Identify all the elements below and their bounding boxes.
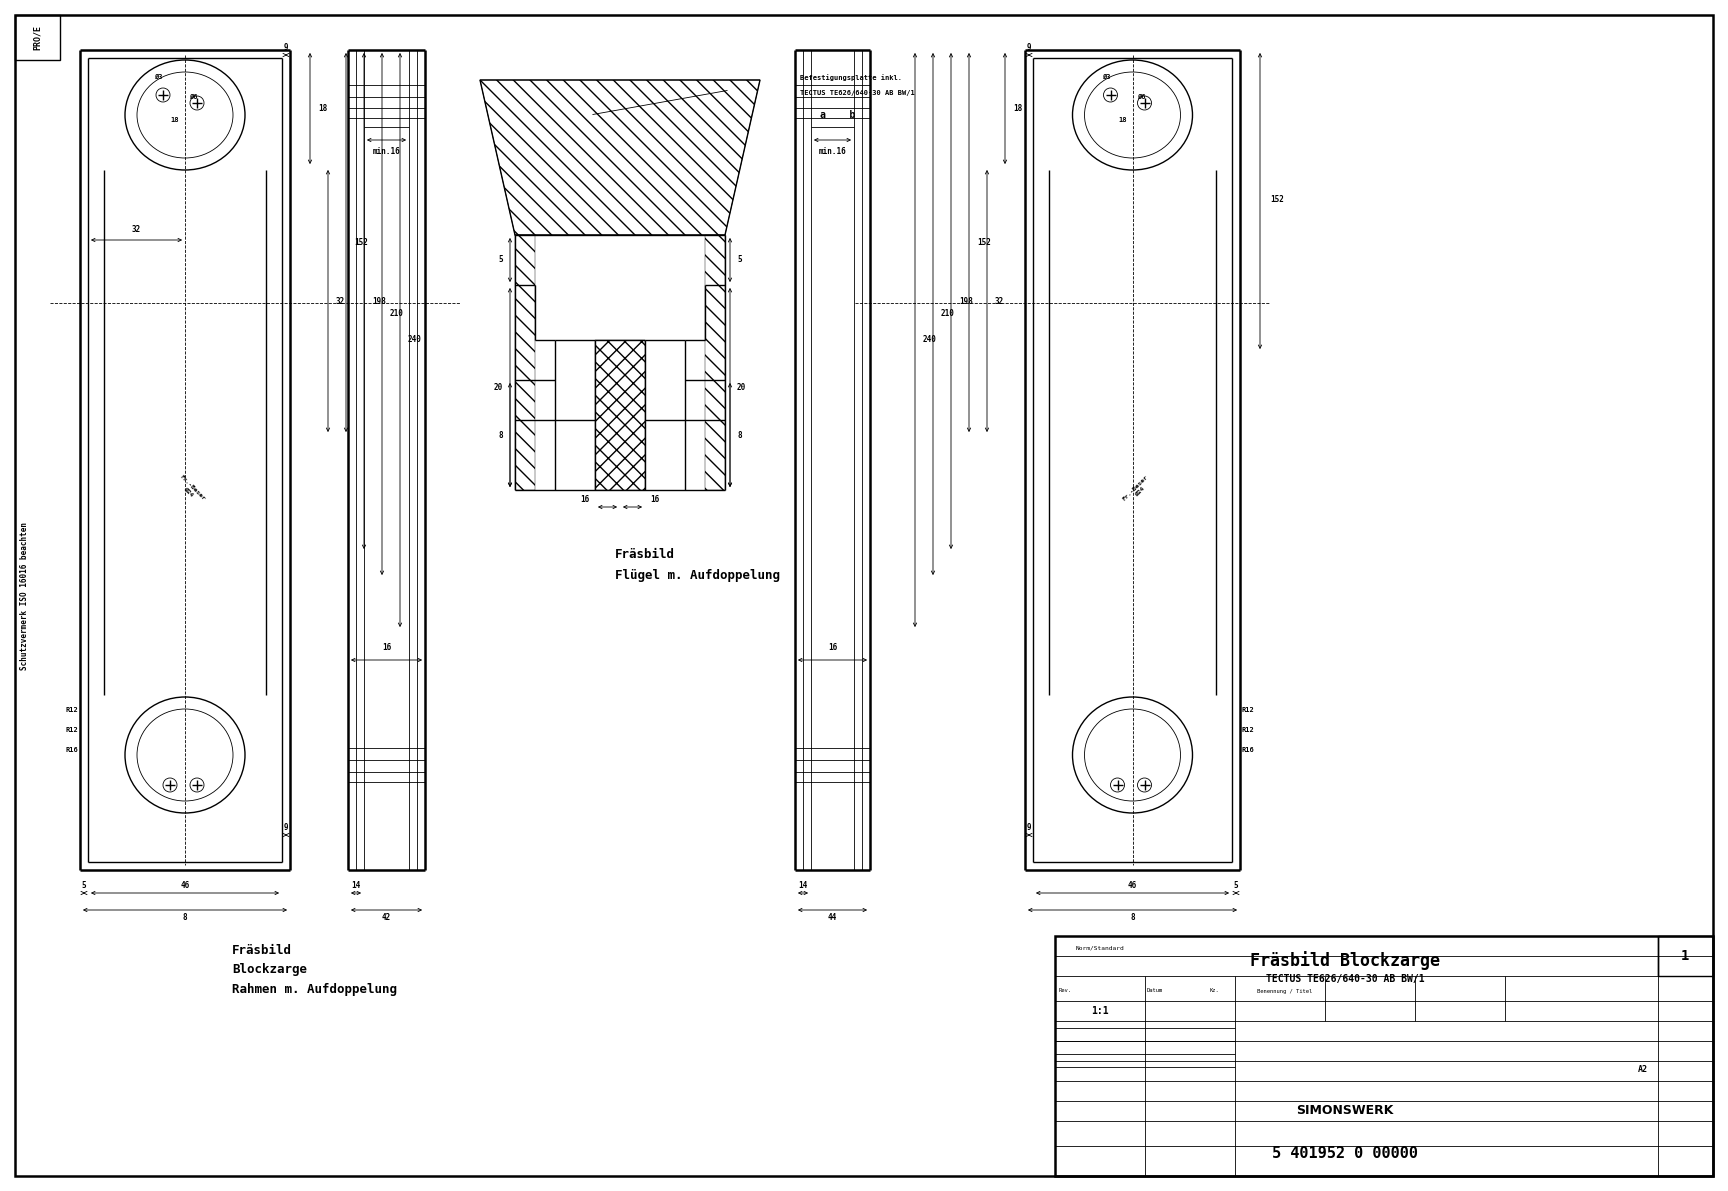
Text: 8: 8 bbox=[738, 430, 741, 439]
Text: 210: 210 bbox=[391, 310, 404, 318]
Bar bbox=[594, 339, 645, 490]
Text: 152: 152 bbox=[1270, 195, 1284, 205]
Bar bbox=[1056, 936, 1712, 1176]
Text: 240: 240 bbox=[408, 336, 422, 344]
Text: 18: 18 bbox=[1013, 104, 1023, 113]
Text: Befestigungsplatte inkl.: Befestigungsplatte inkl. bbox=[800, 75, 902, 81]
Text: R12: R12 bbox=[66, 707, 78, 713]
Text: Fräsbild: Fräsbild bbox=[232, 943, 292, 956]
Text: 152: 152 bbox=[354, 238, 368, 247]
Text: 5: 5 bbox=[498, 256, 503, 264]
Text: 44: 44 bbox=[828, 913, 836, 923]
Text: R12: R12 bbox=[66, 727, 78, 732]
Text: a    b: a b bbox=[821, 110, 855, 120]
Text: Fräsbild Blockzarge: Fräsbild Blockzarge bbox=[1249, 952, 1439, 971]
Text: 9: 9 bbox=[1026, 823, 1032, 831]
Text: Ø6: Ø6 bbox=[190, 94, 199, 100]
Text: 18: 18 bbox=[1118, 117, 1127, 123]
Text: 16: 16 bbox=[581, 495, 589, 505]
Text: 152: 152 bbox=[976, 238, 990, 247]
Text: PRO/E: PRO/E bbox=[33, 25, 41, 50]
Text: 8: 8 bbox=[1130, 913, 1135, 923]
Text: 9: 9 bbox=[1026, 43, 1032, 51]
Text: 18: 18 bbox=[171, 117, 180, 123]
Text: 210: 210 bbox=[942, 310, 956, 318]
Text: min.16: min.16 bbox=[373, 148, 401, 156]
Bar bbox=[705, 235, 726, 490]
Text: 198: 198 bbox=[959, 297, 973, 306]
Text: 32: 32 bbox=[131, 225, 142, 235]
Text: A2: A2 bbox=[1638, 1065, 1649, 1073]
Polygon shape bbox=[480, 80, 760, 235]
Text: 5 401952 0 00000: 5 401952 0 00000 bbox=[1272, 1147, 1419, 1161]
Text: Ø3: Ø3 bbox=[1102, 74, 1111, 80]
Text: Rev.: Rev. bbox=[1059, 989, 1071, 993]
Text: 1: 1 bbox=[1681, 949, 1690, 964]
Text: Kz.: Kz. bbox=[1210, 989, 1220, 993]
Text: 1:1: 1:1 bbox=[1090, 1006, 1109, 1016]
Text: min.16: min.16 bbox=[819, 148, 847, 156]
Text: 5: 5 bbox=[1234, 880, 1239, 890]
Text: 16: 16 bbox=[828, 643, 836, 653]
Text: R16: R16 bbox=[1242, 747, 1255, 753]
Text: Blockzarge: Blockzarge bbox=[232, 964, 308, 977]
Text: 20: 20 bbox=[494, 382, 503, 392]
Text: 14: 14 bbox=[351, 880, 361, 890]
Text: 16: 16 bbox=[650, 495, 660, 505]
Text: R12: R12 bbox=[1242, 727, 1255, 732]
Text: 8: 8 bbox=[183, 913, 187, 923]
Text: R16: R16 bbox=[66, 747, 78, 753]
Text: 9: 9 bbox=[283, 44, 289, 52]
Text: 14: 14 bbox=[798, 880, 807, 890]
Text: Datum: Datum bbox=[1147, 989, 1163, 993]
Text: 46: 46 bbox=[1128, 880, 1137, 890]
Text: 20: 20 bbox=[738, 382, 746, 392]
Text: 9: 9 bbox=[283, 823, 289, 831]
Text: 18: 18 bbox=[318, 104, 327, 113]
Text: SIMONSWERK: SIMONSWERK bbox=[1296, 1104, 1394, 1117]
Text: 32: 32 bbox=[335, 297, 346, 306]
Text: Flügel m. Aufdoppelung: Flügel m. Aufdoppelung bbox=[615, 568, 779, 581]
Text: 5: 5 bbox=[81, 880, 86, 890]
Text: Fräsbild: Fräsbild bbox=[615, 549, 676, 561]
Text: TECTUS TE626/640-30 AB BW/1: TECTUS TE626/640-30 AB BW/1 bbox=[800, 91, 914, 96]
Text: 16: 16 bbox=[382, 643, 391, 653]
Text: 240: 240 bbox=[923, 336, 937, 344]
Text: 5: 5 bbox=[738, 256, 741, 264]
Text: TECTUS TE626/640-30 AB BW/1: TECTUS TE626/640-30 AB BW/1 bbox=[1265, 974, 1424, 984]
Text: 8: 8 bbox=[498, 430, 503, 439]
Text: Ø3: Ø3 bbox=[156, 74, 164, 80]
Text: Ø6: Ø6 bbox=[1137, 94, 1146, 100]
Bar bbox=[16, 15, 60, 60]
Text: Fr.-Beser
Ø24: Fr.-Beser Ø24 bbox=[1121, 474, 1153, 506]
Text: R12: R12 bbox=[1242, 707, 1255, 713]
Text: 46: 46 bbox=[180, 880, 190, 890]
Text: 32: 32 bbox=[995, 297, 1004, 306]
Bar bbox=[515, 235, 536, 490]
Text: Benennung / Titel: Benennung / Titel bbox=[1258, 989, 1313, 993]
Text: Norm/Standard: Norm/Standard bbox=[1075, 946, 1125, 950]
Text: 198: 198 bbox=[372, 297, 385, 306]
Text: Fr.-Beser
Ø24: Fr.-Beser Ø24 bbox=[175, 474, 206, 506]
Text: Rahmen m. Aufdoppelung: Rahmen m. Aufdoppelung bbox=[232, 984, 397, 997]
Bar bbox=[1657, 936, 1712, 975]
Text: 42: 42 bbox=[382, 913, 391, 923]
Text: Schutzvermerk ISO 16016 beachten: Schutzvermerk ISO 16016 beachten bbox=[21, 522, 29, 671]
